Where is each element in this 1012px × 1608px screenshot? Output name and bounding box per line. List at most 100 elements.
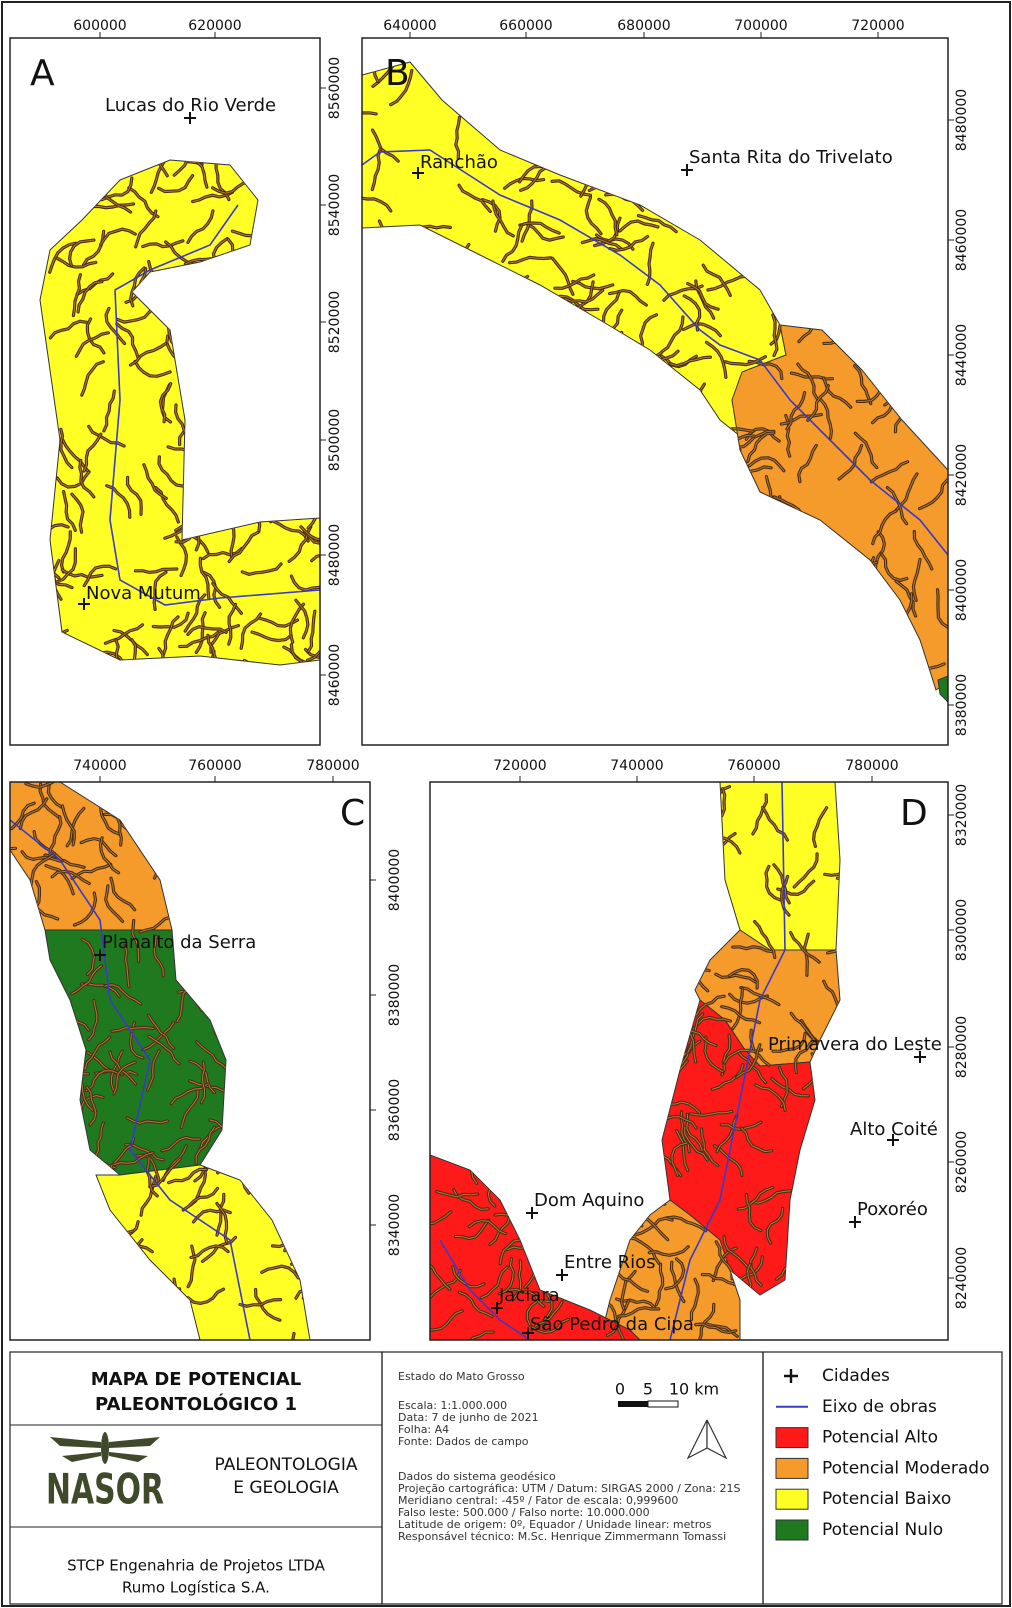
stream (110, 877, 136, 911)
stream (640, 314, 657, 351)
stream (228, 531, 259, 562)
stream (676, 1130, 689, 1171)
stream (307, 638, 320, 661)
stream (551, 257, 574, 295)
stream (100, 228, 136, 246)
stream (170, 1083, 208, 1105)
stream (21, 851, 61, 862)
stream (126, 1117, 168, 1124)
stream (149, 1158, 181, 1188)
stream (69, 239, 95, 267)
info-line: Falso leste: 500.000 / Falso norte: 10.0… (398, 1506, 650, 1519)
stream (706, 341, 727, 378)
city-marker (914, 1051, 926, 1063)
city-marker (556, 1269, 568, 1281)
stream (766, 1207, 784, 1244)
stream (158, 456, 184, 487)
x-tick-label: 740000 (73, 758, 126, 774)
stream (199, 557, 210, 599)
stream (49, 242, 77, 273)
city-marker (184, 112, 196, 124)
city-label: Poxoréo (857, 1199, 928, 1220)
stream (912, 559, 921, 601)
legend-swatch (775, 1427, 809, 1449)
stream (711, 1064, 744, 1090)
stream (212, 179, 251, 194)
legend-swatch (775, 1519, 809, 1541)
stream (492, 200, 514, 237)
x-tick-label: 600000 (73, 18, 126, 34)
scale-label: 10 km (669, 1380, 719, 1399)
stream (698, 1303, 715, 1340)
y-tick-label: 8240000 (954, 1247, 970, 1309)
stream (168, 1168, 208, 1184)
work-axis (362, 149, 948, 556)
stream (728, 969, 758, 989)
stream (187, 210, 214, 243)
stream (73, 892, 97, 926)
y-tick-label: 8400000 (387, 849, 403, 911)
stream (606, 1300, 630, 1336)
stream (75, 332, 109, 357)
stream (307, 610, 316, 653)
stream (526, 1300, 552, 1326)
stream (919, 479, 948, 510)
stream (155, 487, 179, 523)
stream (736, 1044, 761, 1078)
stream (105, 307, 125, 344)
stream (754, 921, 776, 958)
stream (88, 425, 125, 447)
stream (135, 568, 178, 573)
city-marker (681, 164, 693, 176)
stream (187, 1245, 196, 1288)
stream (684, 1126, 708, 1161)
stream (100, 801, 121, 835)
stream (63, 491, 76, 531)
info-line: Responsável técnico: M.Sc. Henrique Zimm… (398, 1530, 726, 1543)
x-tick-label: 720000 (851, 18, 904, 34)
stream (773, 864, 790, 904)
stream (255, 1289, 281, 1321)
stream (81, 361, 104, 396)
stream (158, 175, 193, 193)
stream (430, 1256, 451, 1290)
stream (737, 1187, 773, 1210)
stream (241, 563, 282, 575)
stream (701, 1128, 719, 1166)
stream (25, 782, 64, 788)
stream (189, 1060, 215, 1094)
panel-frame (429, 781, 949, 1341)
stream (554, 274, 595, 289)
stream (251, 631, 292, 642)
stream (371, 148, 381, 191)
legend-label: Eixo de obras (822, 1397, 937, 1417)
panel-letter: B (385, 53, 410, 94)
stream (605, 1301, 624, 1340)
stream (585, 196, 602, 235)
stream (458, 1291, 493, 1317)
legend-label: Cidades (822, 1366, 890, 1386)
stream (751, 1190, 792, 1204)
city-label: Alto Coité (850, 1119, 938, 1140)
info-line: Fonte: Dados de campo (398, 1435, 529, 1448)
stream (823, 377, 852, 408)
stream (261, 1265, 299, 1279)
zone-baixo (719, 782, 841, 951)
stream (723, 1236, 750, 1270)
stream (85, 1070, 119, 1092)
stream (173, 160, 207, 176)
stream (661, 316, 684, 352)
stream (732, 988, 743, 1030)
stream (162, 616, 179, 656)
stream (807, 385, 829, 421)
stream (752, 794, 767, 835)
stream (740, 987, 780, 1006)
x-tick-label: 760000 (188, 758, 241, 774)
stream (771, 1078, 809, 1097)
stream (687, 283, 719, 310)
stream (71, 493, 84, 533)
city-label: Dom Aquino (534, 1190, 644, 1211)
stream (161, 1136, 201, 1152)
stream (881, 553, 908, 581)
panel-frame (9, 781, 371, 1341)
